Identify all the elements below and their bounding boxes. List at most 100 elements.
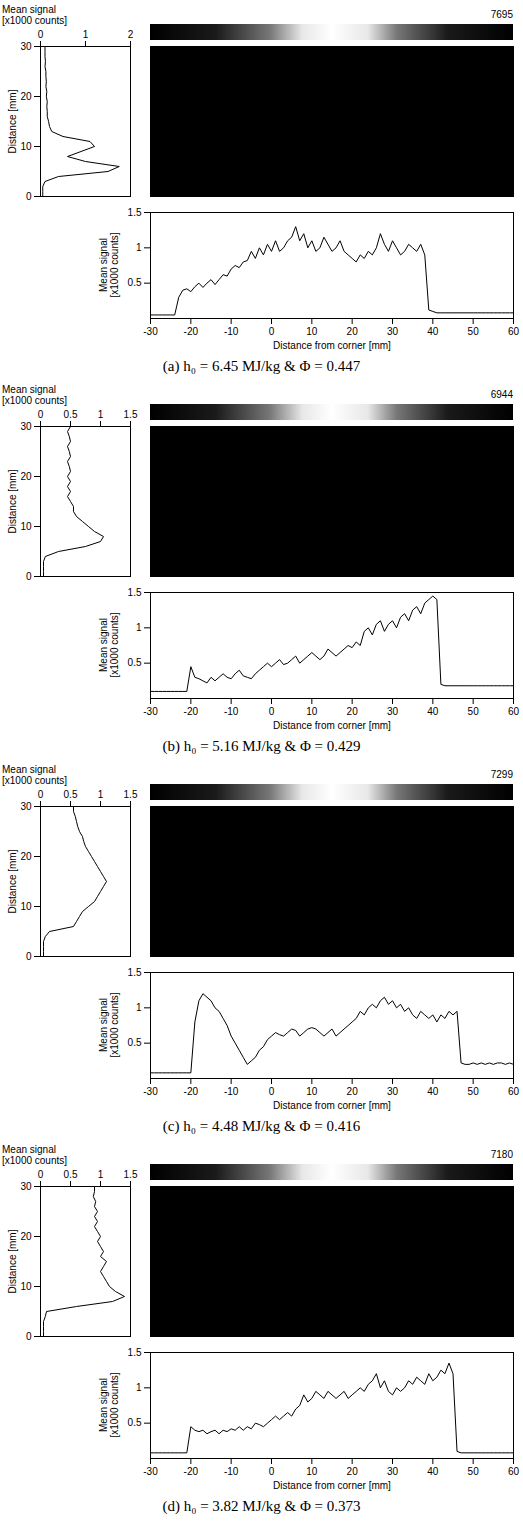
svg-text:-30: -30: [143, 1086, 158, 1097]
html-text:Mean signal [x1000 counts]: Mean signal [x1000 counts]: [98, 1372, 120, 1438]
svg-text:0: 0: [26, 1331, 32, 1342]
svg-text:0: 0: [269, 1086, 275, 1097]
html-text:Mean signal [x1000 counts]: Mean signal [x1000 counts]: [98, 232, 120, 298]
svg-text:0.5: 0.5: [64, 789, 78, 800]
svg-text:-10: -10: [224, 706, 239, 717]
svg-text:1: 1: [98, 409, 104, 420]
svg-text:1.5: 1.5: [128, 587, 142, 598]
svg-text:10: 10: [306, 326, 318, 337]
svg-text:0: 0: [269, 1466, 275, 1477]
svg-text:10: 10: [20, 141, 32, 152]
svg-text:0: 0: [26, 191, 32, 202]
html-text:(a) h₀ = 6.45 MJ/kg & Φ = 0.44: (a) h₀ = 6.45 MJ/kg & Φ = 0.447: [162, 358, 361, 374]
svg-text:30: 30: [20, 421, 32, 432]
svg-text:Distance [mm]: Distance [mm]: [7, 849, 18, 913]
svg-text:1: 1: [136, 622, 142, 633]
svg-text:0.5: 0.5: [128, 1037, 142, 1048]
svg-text:1.5: 1.5: [128, 967, 142, 978]
svg-text:50: 50: [468, 706, 480, 717]
svg-text:1: 1: [83, 29, 89, 40]
svg-text:0: 0: [38, 789, 44, 800]
svg-text:10: 10: [306, 1086, 318, 1097]
svg-text:0: 0: [38, 409, 44, 420]
svg-text:1.5: 1.5: [128, 207, 142, 218]
svg-text:40: 40: [427, 1466, 439, 1477]
svg-text:40: 40: [427, 326, 439, 337]
svg-text:-30: -30: [143, 706, 158, 717]
svg-text:20: 20: [20, 91, 32, 102]
svg-text:50: 50: [468, 1086, 480, 1097]
svg-text:30: 30: [387, 1086, 399, 1097]
svg-text:20: 20: [347, 706, 359, 717]
svg-text:Distance from corner [mm]: Distance from corner [mm]: [273, 720, 391, 731]
svg-text:0.5: 0.5: [64, 1169, 78, 1180]
svg-text:20: 20: [347, 326, 359, 337]
svg-text:20: 20: [20, 1231, 32, 1242]
svg-text:10: 10: [306, 1466, 318, 1477]
svg-text:30: 30: [20, 801, 32, 812]
svg-text:-20: -20: [184, 706, 199, 717]
svg-text:0: 0: [38, 1169, 44, 1180]
svg-text:0.5: 0.5: [64, 409, 78, 420]
svg-text:30: 30: [387, 706, 399, 717]
html-text:Mean signal [x1000 counts]: Mean signal [x1000 counts]: [2, 1144, 67, 1166]
html-text:Mean signal [x1000 counts]: Mean signal [x1000 counts]: [98, 992, 120, 1058]
svg-text:-10: -10: [224, 1086, 239, 1097]
svg-text:Distance from corner [mm]: Distance from corner [mm]: [273, 1480, 391, 1491]
svg-text:20: 20: [20, 471, 32, 482]
svg-text:1: 1: [98, 1169, 104, 1180]
svg-text:Distance [mm]: Distance [mm]: [7, 89, 18, 153]
svg-text:10: 10: [20, 521, 32, 532]
svg-text:40: 40: [427, 1086, 439, 1097]
html-text:Mean signal [x1000 counts]: Mean signal [x1000 counts]: [2, 384, 67, 406]
svg-text:1: 1: [98, 789, 104, 800]
svg-text:50: 50: [468, 1466, 480, 1477]
svg-text:0.5: 0.5: [128, 277, 142, 288]
svg-text:30: 30: [20, 41, 32, 52]
svg-text:-10: -10: [224, 1466, 239, 1477]
svg-text:1.5: 1.5: [124, 1169, 138, 1180]
svg-text:10: 10: [306, 706, 318, 717]
svg-text:Distance from corner [mm]: Distance from corner [mm]: [273, 340, 391, 351]
svg-text:1: 1: [136, 242, 142, 253]
svg-text:Distance [mm]: Distance [mm]: [7, 1229, 18, 1293]
svg-text:-30: -30: [143, 1466, 158, 1477]
svg-text:30: 30: [387, 326, 399, 337]
html-text:Mean signal [x1000 counts]: Mean signal [x1000 counts]: [2, 4, 67, 26]
svg-text:Distance [mm]: Distance [mm]: [7, 469, 18, 533]
svg-text:60: 60: [508, 326, 520, 337]
svg-text:0.5: 0.5: [128, 1417, 142, 1428]
svg-text:40: 40: [427, 706, 439, 717]
svg-text:10: 10: [20, 1281, 32, 1292]
svg-text:-20: -20: [184, 1086, 199, 1097]
svg-text:-30: -30: [143, 326, 158, 337]
svg-text:1.5: 1.5: [124, 409, 138, 420]
svg-text:0: 0: [38, 29, 44, 40]
svg-text:60: 60: [508, 706, 520, 717]
svg-text:20: 20: [347, 1086, 359, 1097]
svg-text:-20: -20: [184, 1466, 199, 1477]
svg-text:30: 30: [20, 1181, 32, 1192]
svg-text:0: 0: [26, 571, 32, 582]
html-text:Mean signal [x1000 counts]: Mean signal [x1000 counts]: [2, 764, 67, 786]
svg-text:0.5: 0.5: [128, 657, 142, 668]
svg-text:50: 50: [468, 326, 480, 337]
svg-text:1: 1: [136, 1002, 142, 1013]
svg-text:1: 1: [136, 1382, 142, 1393]
svg-text:-10: -10: [224, 326, 239, 337]
html-text:Mean signal [x1000 counts]: Mean signal [x1000 counts]: [98, 612, 120, 678]
svg-text:0: 0: [269, 326, 275, 337]
svg-text:60: 60: [508, 1466, 520, 1477]
svg-text:10: 10: [20, 901, 32, 912]
svg-text:Distance from corner [mm]: Distance from corner [mm]: [273, 1100, 391, 1111]
svg-text:20: 20: [347, 1466, 359, 1477]
svg-text:30: 30: [387, 1466, 399, 1477]
svg-text:0: 0: [269, 706, 275, 717]
svg-text:-20: -20: [184, 326, 199, 337]
svg-text:2: 2: [128, 29, 134, 40]
svg-text:1.5: 1.5: [128, 1347, 142, 1358]
svg-text:1.5: 1.5: [124, 789, 138, 800]
svg-text:60: 60: [508, 1086, 520, 1097]
svg-text:0: 0: [26, 951, 32, 962]
svg-text:20: 20: [20, 851, 32, 862]
